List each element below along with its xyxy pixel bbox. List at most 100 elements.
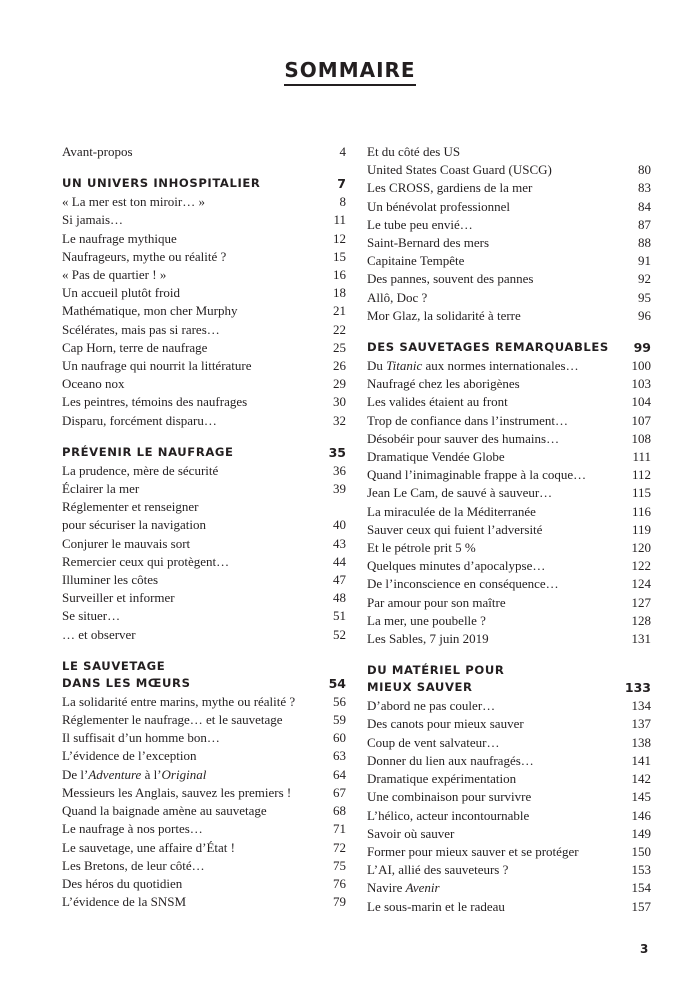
toc-entry[interactable]: Du Titanic aux normes internationales… 10… bbox=[367, 357, 651, 375]
toc-entry[interactable]: Le sous-marin et le radeau 157 bbox=[367, 898, 651, 916]
entry-page: 36 bbox=[333, 462, 346, 478]
entry-title-line: Et du côté des US bbox=[367, 143, 625, 161]
entry-title-text: Mathématique, mon cher Murphy bbox=[62, 303, 238, 319]
toc-entry[interactable]: … et observer 52 bbox=[62, 626, 346, 644]
entry-title: Navire Avenir bbox=[367, 879, 625, 897]
toc-entry[interactable]: Mathématique, mon cher Murphy 21 bbox=[62, 302, 346, 320]
toc-entry[interactable]: Jean Le Cam, de sauvé à sauveur… 115 bbox=[367, 484, 651, 502]
toc-entry[interactable]: Conjurer le mauvais sort 43 bbox=[62, 535, 346, 553]
toc-entry[interactable]: Avant-propos 4 bbox=[62, 143, 346, 161]
toc-entry[interactable]: Cap Horn, terre de naufrage 25 bbox=[62, 339, 346, 357]
toc-entry[interactable]: De l’Adventure à l’Original 64 bbox=[62, 766, 346, 784]
toc-entry[interactable]: Et le pétrole prit 5 % 120 bbox=[367, 539, 651, 557]
toc-entry[interactable]: La mer, une poubelle ? 128 bbox=[367, 612, 651, 630]
toc-entry[interactable]: Des pannes, souvent des pannes 92 bbox=[367, 270, 651, 288]
toc-entry[interactable]: Mor Glaz, la solidarité à terre 96 bbox=[367, 307, 651, 325]
toc-entry[interactable]: Dramatique Vendée Globe 111 bbox=[367, 448, 651, 466]
toc-entry[interactable]: Disparu, forcément disparu… 32 bbox=[62, 412, 346, 430]
toc-entry[interactable]: Par amour pour son maître 127 bbox=[367, 594, 651, 612]
toc-entry[interactable]: De l’inconscience en conséquence… 124 bbox=[367, 575, 651, 593]
toc-entry[interactable]: Les valides étaient au front 104 bbox=[367, 393, 651, 411]
toc-entry[interactable]: Illuminer les côtes 47 bbox=[62, 571, 346, 589]
entry-page: 75 bbox=[333, 857, 346, 873]
toc-entry[interactable]: L’évidence de l’exception 63 bbox=[62, 747, 346, 765]
toc-entry[interactable]: Les peintres, témoins des naufrages 30 bbox=[62, 393, 346, 411]
toc-entry[interactable]: Des canots pour mieux sauver 137 bbox=[367, 715, 651, 733]
toc-entry[interactable]: Les CROSS, gardiens de la mer 83 bbox=[367, 179, 651, 197]
toc-entry[interactable]: Savoir où sauver 149 bbox=[367, 825, 651, 843]
toc-entry[interactable]: Messieurs les Anglais, sauvez les premie… bbox=[62, 784, 346, 802]
toc-entry[interactable]: Quand l’inimaginable frappe à la coque… 1… bbox=[367, 466, 651, 484]
entry-page: 64 bbox=[333, 766, 346, 782]
toc-entry[interactable]: Trop de confiance dans l’instrument… 107 bbox=[367, 412, 651, 430]
toc-entry[interactable]: Donner du lien aux naufragés… 141 bbox=[367, 752, 651, 770]
toc-entry[interactable]: Dramatique expérimentation 142 bbox=[367, 770, 651, 788]
entry-page: 142 bbox=[631, 771, 652, 787]
toc-entry[interactable]: Naufrageurs, mythe ou réalité ? 15 bbox=[62, 248, 346, 266]
toc-entry[interactable]: Il suffisait d’un homme bon… 60 bbox=[62, 729, 346, 747]
toc-entry[interactable]: Saint-Bernard des mers 88 bbox=[367, 234, 651, 252]
toc-entry[interactable]: Désobéir pour sauver des humains… 108 bbox=[367, 430, 651, 448]
toc-entry[interactable]: Un accueil plutôt froid 18 bbox=[62, 284, 346, 302]
entry-page: 80 bbox=[638, 162, 651, 178]
toc-entry[interactable]: Capitaine Tempête 91 bbox=[367, 252, 651, 270]
toc-entry[interactable]: Sauver ceux qui fuient l’adversité 119 bbox=[367, 521, 651, 539]
toc-entry[interactable]: « La mer est ton miroir… » 8 bbox=[62, 193, 346, 211]
toc-entry[interactable]: Un bénévolat professionnel 84 bbox=[367, 198, 651, 216]
toc-entry[interactable]: L’AI, allié des sauveteurs ? 153 bbox=[367, 861, 651, 879]
entry-page: 145 bbox=[631, 789, 652, 805]
toc-entry[interactable]: Si jamais… 11 bbox=[62, 211, 346, 229]
toc-entry[interactable]: Les Sables, 7 juin 2019 131 bbox=[367, 630, 651, 648]
toc-entry[interactable]: Un naufrage qui nourrit la littérature 26 bbox=[62, 357, 346, 375]
toc-entry[interactable]: Le sauvetage, une affaire d’État ! 72 bbox=[62, 839, 346, 857]
entry-title-line: Éclairer la mer bbox=[62, 480, 320, 498]
toc-entry[interactable]: La solidarité entre marins, mythe ou réa… bbox=[62, 693, 346, 711]
entry-title-line: Illuminer les côtes bbox=[62, 571, 320, 589]
toc-entry[interactable]: « Pas de quartier ! » 16 bbox=[62, 266, 346, 284]
toc-entry[interactable]: Former pour mieux sauver et se protéger 1… bbox=[367, 843, 651, 861]
toc-entry[interactable]: Naufragé chez les aborigènes 103 bbox=[367, 375, 651, 393]
entry-title-text: Des pannes, souvent des pannes bbox=[367, 271, 534, 287]
entry-title: La miraculée de la Méditerranée bbox=[367, 503, 625, 521]
toc-entry[interactable]: Le tube peu envié… 87 bbox=[367, 216, 651, 234]
entry-page: 68 bbox=[333, 803, 346, 819]
entry-title-line: De l’Adventure à l’Original bbox=[62, 766, 320, 784]
entry-title-line: Se situer… bbox=[62, 607, 320, 625]
toc-entry[interactable]: Une combinaison pour survivre 145 bbox=[367, 788, 651, 806]
toc-section: DES SAUVETAGES REMARQUABLES 99 Du Titanic … bbox=[367, 339, 651, 648]
entry-title-line: Messieurs les Anglais, sauvez les premie… bbox=[62, 784, 320, 802]
toc-entry[interactable]: Des héros du quotidien 76 bbox=[62, 875, 346, 893]
toc-entry[interactable]: Et du côté des US United States Coast Gua… bbox=[367, 143, 651, 179]
toc-entry[interactable]: La prudence, mère de sécurité 36 bbox=[62, 462, 346, 480]
toc-section: DU MATÉRIEL POUR MIEUX SAUVER 133 D’abord n… bbox=[367, 662, 651, 915]
entry-title-line: Les Bretons, de leur côté… bbox=[62, 857, 320, 875]
toc-entry[interactable]: Réglementer et renseigner pour sécuriser … bbox=[62, 498, 346, 534]
toc-entry[interactable]: Le naufrage mythique 12 bbox=[62, 230, 346, 248]
toc-entry[interactable]: Éclairer la mer 39 bbox=[62, 480, 346, 498]
toc-entry[interactable]: Navire Avenir 154 bbox=[367, 879, 651, 897]
toc-entry[interactable]: Les Bretons, de leur côté… 75 bbox=[62, 857, 346, 875]
toc-entry[interactable]: Se situer… 51 bbox=[62, 607, 346, 625]
toc-entry[interactable]: Remercier ceux qui protègent… 44 bbox=[62, 553, 346, 571]
toc-entry[interactable]: Réglementer le naufrage… et le sauvetage… bbox=[62, 711, 346, 729]
entry-title-text: Disparu, forcément disparu… bbox=[62, 412, 217, 428]
entry-title: Le tube peu envié… bbox=[367, 216, 625, 234]
entry-title: « La mer est ton miroir… » bbox=[62, 193, 320, 211]
toc-entry[interactable]: La miraculée de la Méditerranée 116 bbox=[367, 503, 651, 521]
entry-title: Oceano nox bbox=[62, 375, 320, 393]
entry-title-text: Dramatique Vendée Globe bbox=[367, 449, 505, 465]
toc-entry[interactable]: Coup de vent salvateur… 138 bbox=[367, 734, 651, 752]
toc-entry[interactable]: Scélérates, mais pas si rares… 22 bbox=[62, 321, 346, 339]
entry-page: 96 bbox=[638, 307, 651, 323]
toc-entry[interactable]: Oceano nox 29 bbox=[62, 375, 346, 393]
entry-title-line: Dramatique Vendée Globe bbox=[367, 448, 625, 466]
toc-entry[interactable]: Allô, Doc ? 95 bbox=[367, 289, 651, 307]
toc-entry[interactable]: L’hélico, acteur incontournable 146 bbox=[367, 807, 651, 825]
toc-entry[interactable]: D’abord ne pas couler… 134 bbox=[367, 697, 651, 715]
toc-entry[interactable]: L’évidence de la SNSM 79 bbox=[62, 893, 346, 911]
toc-entry[interactable]: Surveiller et informer 48 bbox=[62, 589, 346, 607]
toc-entry[interactable]: Quand la baignade amène au sauvetage 68 bbox=[62, 802, 346, 820]
toc-entry[interactable]: Quelques minutes d’apocalypse… 122 bbox=[367, 557, 651, 575]
toc-entry[interactable]: Le naufrage à nos portes… 71 bbox=[62, 820, 346, 838]
entry-title-text: Le naufrage à nos portes… bbox=[62, 821, 203, 837]
